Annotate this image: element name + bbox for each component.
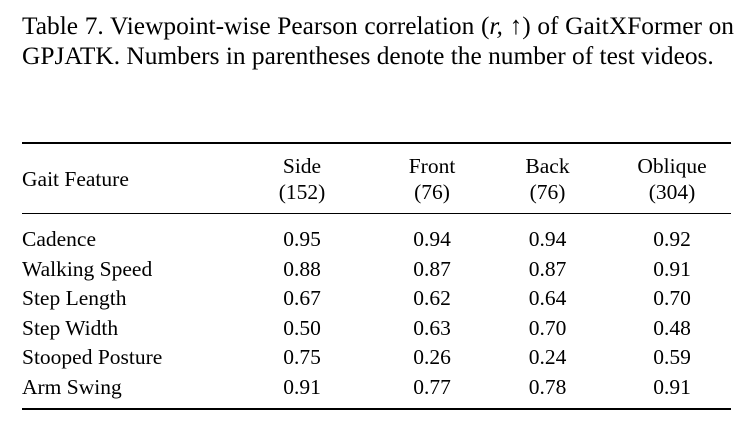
table-row: Walking Speed 0.88 0.87 0.87 0.91 xyxy=(22,255,731,285)
table-row: Stooped Posture 0.75 0.26 0.24 0.59 xyxy=(22,343,731,373)
cell-front: 0.94 xyxy=(413,227,451,251)
cell-back: 0.70 xyxy=(528,315,567,340)
caption-text-after: ) of GaitXFormer on GPJATK. Numbers in p… xyxy=(22,12,734,70)
cell-side: 0.88 xyxy=(283,256,321,281)
cell-back: 0.64 xyxy=(528,286,567,310)
cell-front: 0.26 xyxy=(413,345,451,369)
caption-label: Table 7. xyxy=(22,12,104,40)
cell-oblique: 0.48 xyxy=(653,315,691,340)
table-row: Arm Swing 0.91 0.77 0.78 0.91 xyxy=(22,373,731,403)
cell-side: 0.50 xyxy=(283,315,321,340)
cell-back: 0.94 xyxy=(528,227,567,251)
header-side: Side (152) xyxy=(222,144,382,213)
row-feature-label: Step Width xyxy=(22,315,119,340)
table-caption: Table 7. Viewpoint-wise Pearson correlat… xyxy=(22,11,734,71)
header-back-count: (76) xyxy=(529,179,566,204)
row-feature-label: Stooped Posture xyxy=(22,345,163,369)
cell-oblique: 0.70 xyxy=(653,286,691,310)
cell-side: 0.75 xyxy=(283,345,321,369)
header-back: Back (76) xyxy=(482,144,613,213)
header-oblique-count: (304) xyxy=(648,179,696,204)
header-back-name: Back xyxy=(525,153,570,178)
row-feature-label: Cadence xyxy=(22,227,97,251)
table-header-rule xyxy=(22,213,731,214)
table-row: Step Width 0.50 0.63 0.70 0.48 xyxy=(22,314,731,344)
header-front-count: (76) xyxy=(414,179,450,204)
cell-side: 0.67 xyxy=(283,286,321,310)
header-front-name: Front xyxy=(408,153,456,178)
caption-text-before: Viewpoint-wise Pearson correlation ( xyxy=(103,12,490,40)
header-side-name: Side xyxy=(282,153,322,178)
cell-front: 0.62 xyxy=(413,286,451,310)
cell-back: 0.87 xyxy=(528,256,567,281)
table-bottom-rule xyxy=(22,408,731,410)
cell-front: 0.63 xyxy=(413,315,451,340)
header-side-count: (152) xyxy=(278,179,326,204)
cell-side: 0.91 xyxy=(283,374,321,399)
cell-oblique: 0.91 xyxy=(653,374,691,399)
cell-back: 0.24 xyxy=(528,345,567,369)
table-row: Cadence 0.95 0.94 0.94 0.92 xyxy=(22,213,731,255)
cell-oblique: 0.91 xyxy=(653,256,691,281)
table-row: Step Length 0.67 0.62 0.64 0.70 xyxy=(22,284,731,314)
caption-math: r, ↑ xyxy=(489,12,523,40)
table-header-row: Gait Feature Side (152) Front (76) Back … xyxy=(22,144,731,213)
cell-front: 0.87 xyxy=(413,256,451,281)
cell-back: 0.78 xyxy=(528,374,567,399)
header-gait-feature: Gait Feature xyxy=(22,166,129,191)
header-oblique-name: Oblique xyxy=(637,153,707,178)
cell-side: 0.95 xyxy=(283,227,321,251)
table-top-rule xyxy=(22,142,731,144)
cell-oblique: 0.92 xyxy=(653,227,691,251)
header-front: Front (76) xyxy=(382,144,482,213)
cell-front: 0.77 xyxy=(413,374,451,399)
cell-oblique: 0.59 xyxy=(653,345,691,369)
row-feature-label: Walking Speed xyxy=(22,256,153,281)
results-table: Gait Feature Side (152) Front (76) Back … xyxy=(22,144,731,402)
header-oblique: Oblique (304) xyxy=(613,144,731,213)
row-feature-label: Arm Swing xyxy=(22,374,122,399)
row-feature-label: Step Length xyxy=(22,286,127,310)
